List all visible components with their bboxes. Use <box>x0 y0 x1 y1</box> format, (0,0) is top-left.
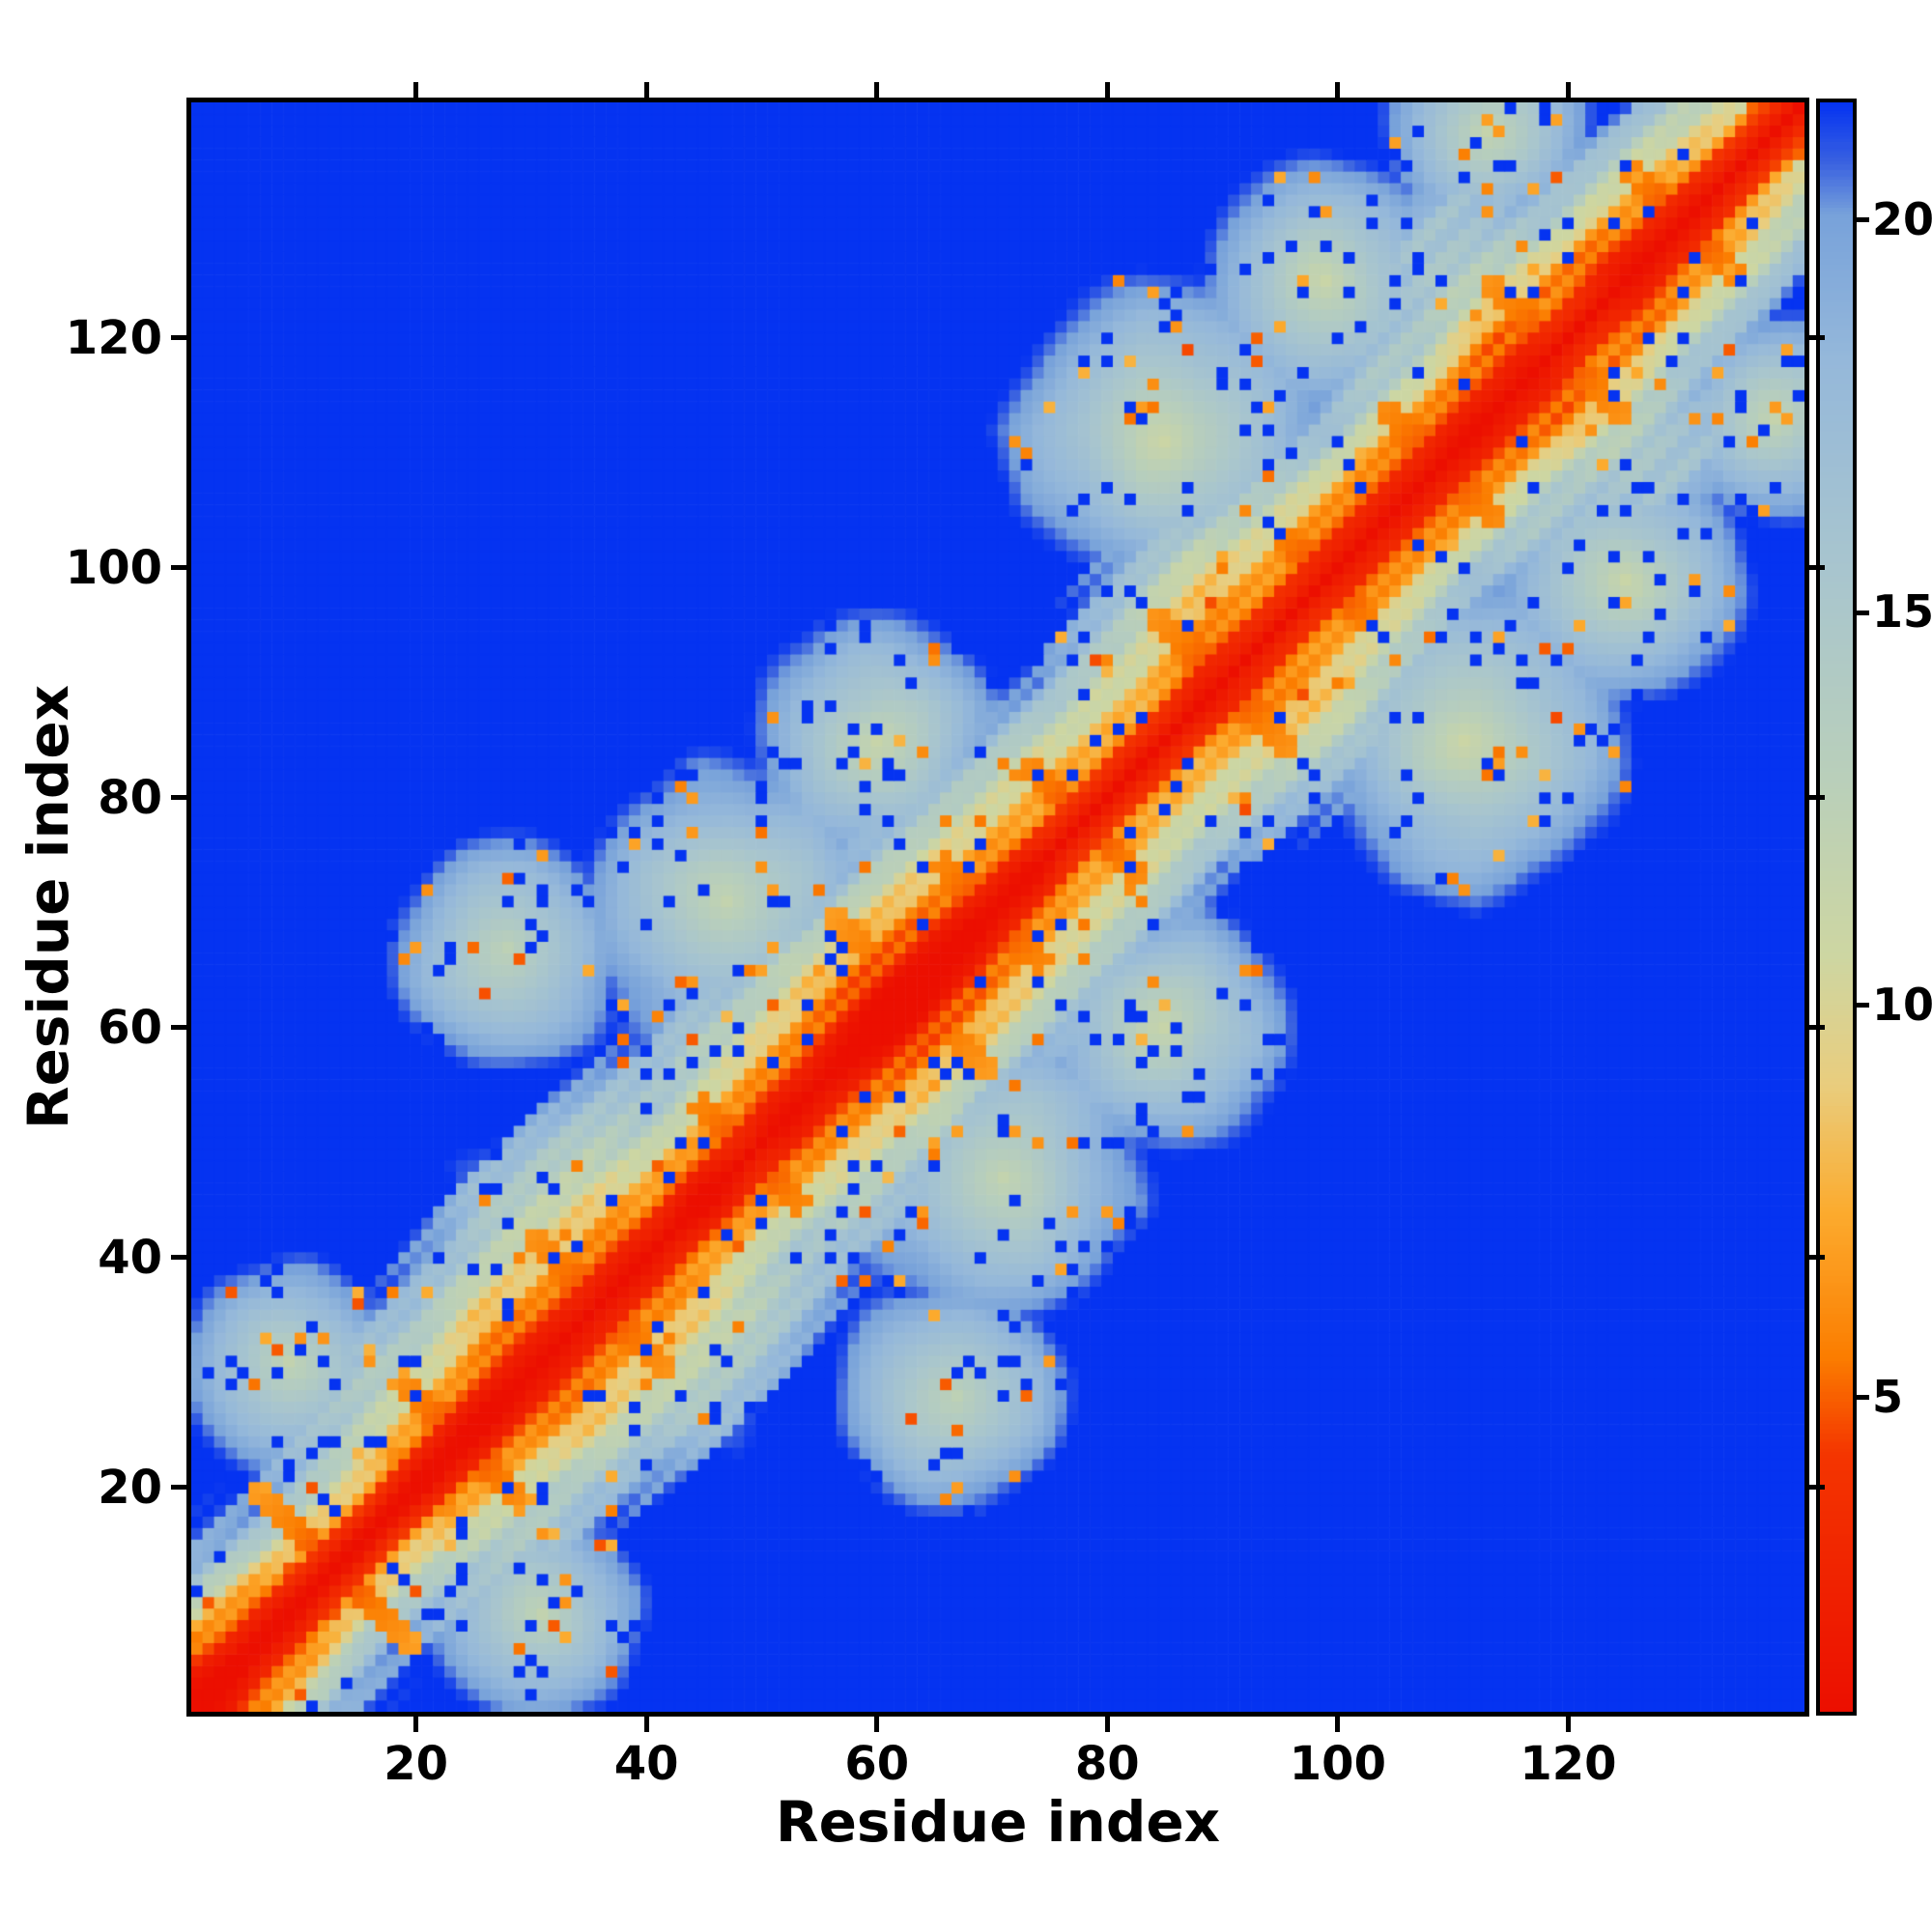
x-tick-mark <box>1104 1717 1110 1732</box>
colorbar-tick-mark <box>1857 1003 1869 1009</box>
x-tick-mark-top <box>413 82 419 98</box>
x-tick-mark <box>1565 1717 1571 1732</box>
y-tick-mark <box>171 1255 186 1261</box>
y-axis-label: Residue index <box>15 684 81 1130</box>
y-tick-mark <box>171 335 186 341</box>
y-tick-label: 80 <box>98 770 162 825</box>
colorbar-tick-label: 20 <box>1872 192 1932 245</box>
x-tick-label: 100 <box>1289 1737 1386 1791</box>
x-tick-label: 120 <box>1520 1737 1617 1791</box>
x-tick-mark-top <box>1335 82 1341 98</box>
y-tick-mark-right <box>1809 565 1825 571</box>
x-tick-mark-top <box>1104 82 1110 98</box>
x-tick-mark <box>643 1717 649 1732</box>
y-tick-label: 100 <box>65 540 162 595</box>
y-tick-label: 60 <box>98 1000 162 1055</box>
y-tick-label: 120 <box>65 310 162 365</box>
y-tick-mark <box>171 565 186 571</box>
x-tick-mark-top <box>1565 82 1571 98</box>
y-tick-mark <box>171 1025 186 1031</box>
colorbar-tick-label: 5 <box>1872 1370 1904 1423</box>
y-tick-mark-right <box>1809 335 1825 341</box>
y-tick-mark-right <box>1809 1255 1825 1261</box>
y-tick-mark <box>171 1485 186 1491</box>
x-tick-label: 20 <box>384 1737 448 1791</box>
y-tick-mark-right <box>1809 1025 1825 1031</box>
colorbar-tick-label: 15 <box>1872 585 1932 639</box>
x-tick-mark-top <box>643 82 649 98</box>
x-tick-mark-top <box>874 82 880 98</box>
plot-border <box>186 98 1809 1717</box>
colorbar-tick-mark <box>1857 217 1869 223</box>
x-tick-mark <box>413 1717 419 1732</box>
colorbar-tick-mark <box>1857 1395 1869 1401</box>
x-tick-label: 80 <box>1074 1737 1140 1791</box>
y-tick-mark <box>171 795 186 801</box>
x-tick-mark <box>1335 1717 1341 1732</box>
colorbar-tick-label: 10 <box>1872 978 1932 1031</box>
y-tick-label: 20 <box>98 1460 162 1515</box>
y-tick-mark-right <box>1809 795 1825 801</box>
x-axis-label: Residue index <box>775 1789 1221 1855</box>
x-tick-label: 40 <box>613 1737 679 1791</box>
x-tick-label: 60 <box>844 1737 910 1791</box>
y-tick-mark-right <box>1809 1485 1825 1491</box>
colorbar-tick-mark <box>1857 610 1869 615</box>
y-tick-label: 40 <box>98 1230 162 1285</box>
heatmap-canvas <box>191 102 1804 1712</box>
colorbar-border <box>1816 99 1857 1716</box>
x-tick-mark <box>874 1717 880 1732</box>
colorbar-canvas <box>1820 102 1853 1712</box>
